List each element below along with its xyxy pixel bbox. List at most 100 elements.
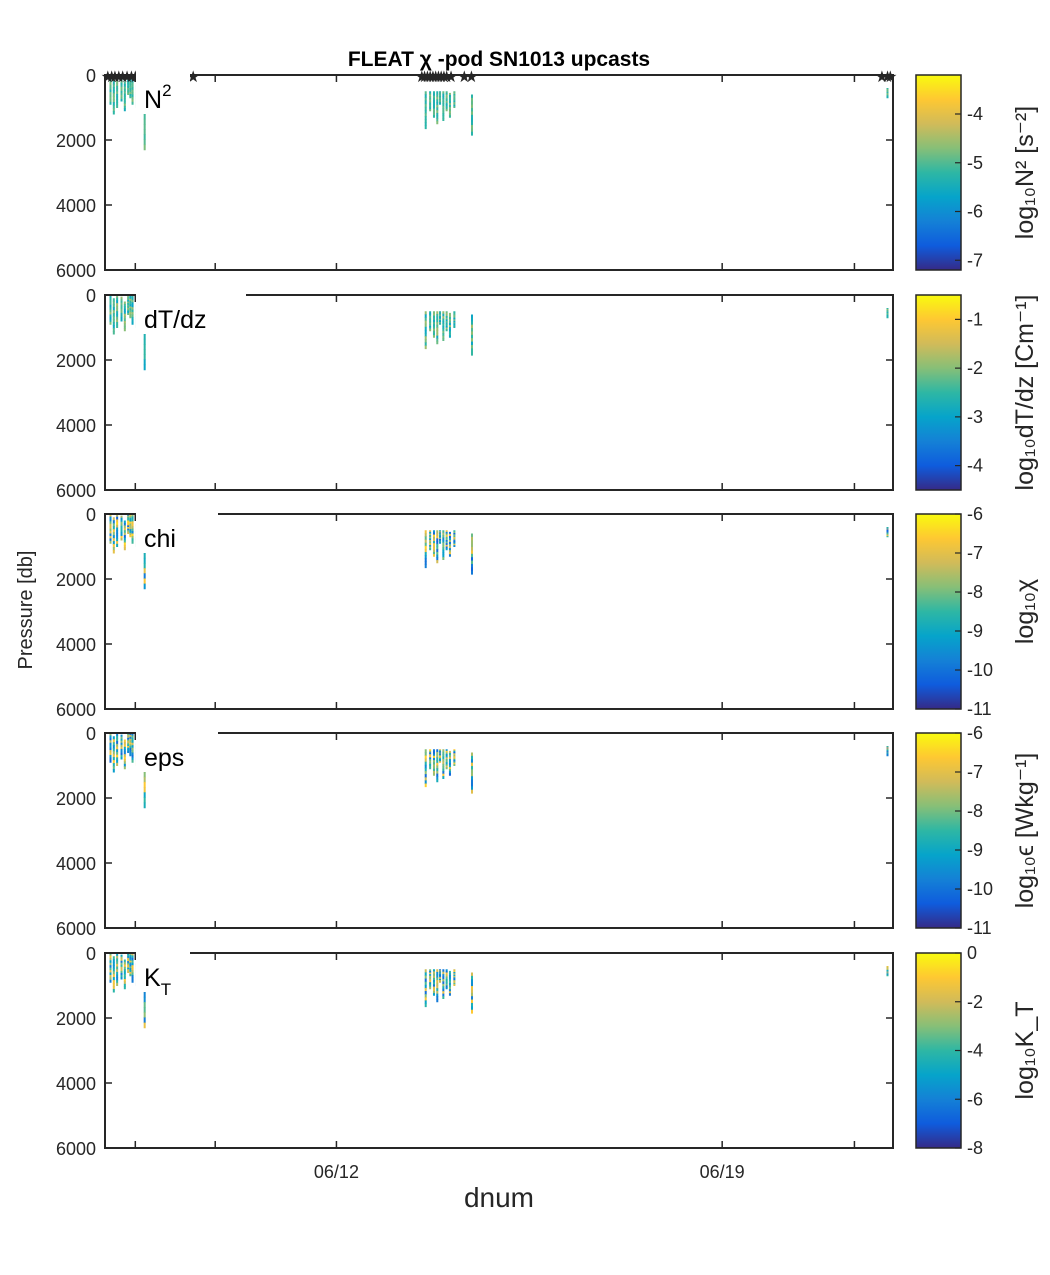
cast-segment <box>424 339 427 343</box>
cast-segment <box>886 88 889 91</box>
cast-segment <box>129 514 132 517</box>
cast-segment <box>442 96 445 100</box>
cast-segment <box>109 101 112 105</box>
cast-segment <box>123 749 126 753</box>
cast-segment <box>429 99 432 102</box>
cast-segment <box>442 103 445 107</box>
cast-segment <box>129 736 132 740</box>
cast-segment <box>109 979 112 983</box>
cast-segment <box>448 335 451 338</box>
cast-segment <box>116 743 119 748</box>
cast-segment <box>436 313 439 318</box>
cast-segment <box>436 779 439 783</box>
cast-segment <box>445 975 448 978</box>
cast-segment <box>445 97 448 100</box>
cast-segment <box>453 322 456 324</box>
cast-segment <box>129 529 132 532</box>
cast-segment <box>120 754 123 758</box>
cast-segment <box>445 317 448 320</box>
cast-segment <box>123 318 126 322</box>
cast-segment <box>120 312 123 316</box>
cast-segment <box>442 976 445 980</box>
cast-segment <box>432 984 435 988</box>
cast-segment <box>436 982 439 986</box>
cast-segment <box>109 94 112 98</box>
cast-segment <box>129 527 132 530</box>
cast-segment <box>127 964 130 967</box>
cast-segment <box>120 525 123 529</box>
cast-segment <box>886 308 889 311</box>
cast-segment <box>123 540 126 543</box>
cast-segment <box>470 759 473 764</box>
cast-segment <box>453 984 456 986</box>
cast-segment <box>470 769 473 774</box>
cast-segment <box>424 758 427 763</box>
cast-segment <box>442 776 445 779</box>
cast-segment <box>439 101 442 103</box>
cast-segment <box>120 94 123 98</box>
cast-segment <box>442 93 445 97</box>
cast-segment <box>453 977 456 980</box>
cast-segment <box>445 972 448 975</box>
cast-segment <box>116 963 119 968</box>
cast-segment <box>448 767 451 770</box>
cast-segment <box>436 115 439 119</box>
cast-segment <box>432 545 435 549</box>
cast-segment <box>127 312 130 315</box>
cast-segment <box>448 974 451 978</box>
cast-segment <box>143 1002 146 1008</box>
cast-segment <box>129 519 132 523</box>
cast-segment <box>439 103 442 105</box>
cast-segment <box>109 297 112 301</box>
cast-segment <box>442 330 445 334</box>
cast-segment <box>453 973 456 976</box>
cast-segment <box>470 762 473 767</box>
cast-segment <box>112 748 115 752</box>
cast-segment <box>432 773 435 776</box>
cast-segment <box>131 307 134 311</box>
cast-segment <box>470 334 473 339</box>
y-tick-label: 6000 <box>56 1139 96 1159</box>
cast-segment <box>448 544 451 547</box>
cast-segment <box>436 773 439 777</box>
cast-segment <box>436 557 439 561</box>
cast-segment <box>470 557 473 562</box>
cast-segment <box>886 754 889 756</box>
cast-segment <box>112 769 115 773</box>
cast-segment <box>453 754 456 757</box>
cast-segment <box>448 979 451 982</box>
cast-segment <box>127 88 130 91</box>
cast-segment <box>439 99 442 102</box>
cast-segment <box>432 755 435 759</box>
cast-segment <box>453 318 456 320</box>
cast-segment <box>127 739 130 742</box>
cast-segment <box>453 760 456 762</box>
cast-segment <box>131 735 134 739</box>
cast-segment <box>453 106 456 108</box>
cast-segment <box>886 746 889 748</box>
cast-segment <box>886 527 889 529</box>
cast-segment <box>123 981 126 985</box>
cast-segment <box>131 979 134 983</box>
cast-segment <box>123 311 126 315</box>
cast-segment <box>429 105 432 108</box>
cast-segment <box>445 750 448 753</box>
cast-segment <box>123 93 126 97</box>
cast-segment <box>442 532 445 536</box>
y-axis-label: Pressure [db] <box>15 551 37 670</box>
cast-segment <box>120 956 123 960</box>
cast-segment <box>112 78 115 82</box>
cast-segment <box>453 978 456 981</box>
cast-segment <box>432 973 435 977</box>
cast-segment <box>445 101 448 104</box>
cast-segment <box>445 974 448 977</box>
colorbar-tick-label: -9 <box>967 621 983 641</box>
cast-segment <box>445 982 448 985</box>
cast-segment <box>424 975 427 980</box>
cast-segment <box>120 515 123 519</box>
axes-frame <box>104 952 894 1149</box>
cast-segment <box>109 759 112 763</box>
cast-segment <box>448 761 451 764</box>
cast-segment <box>886 749 889 751</box>
cast-segment <box>127 518 130 521</box>
